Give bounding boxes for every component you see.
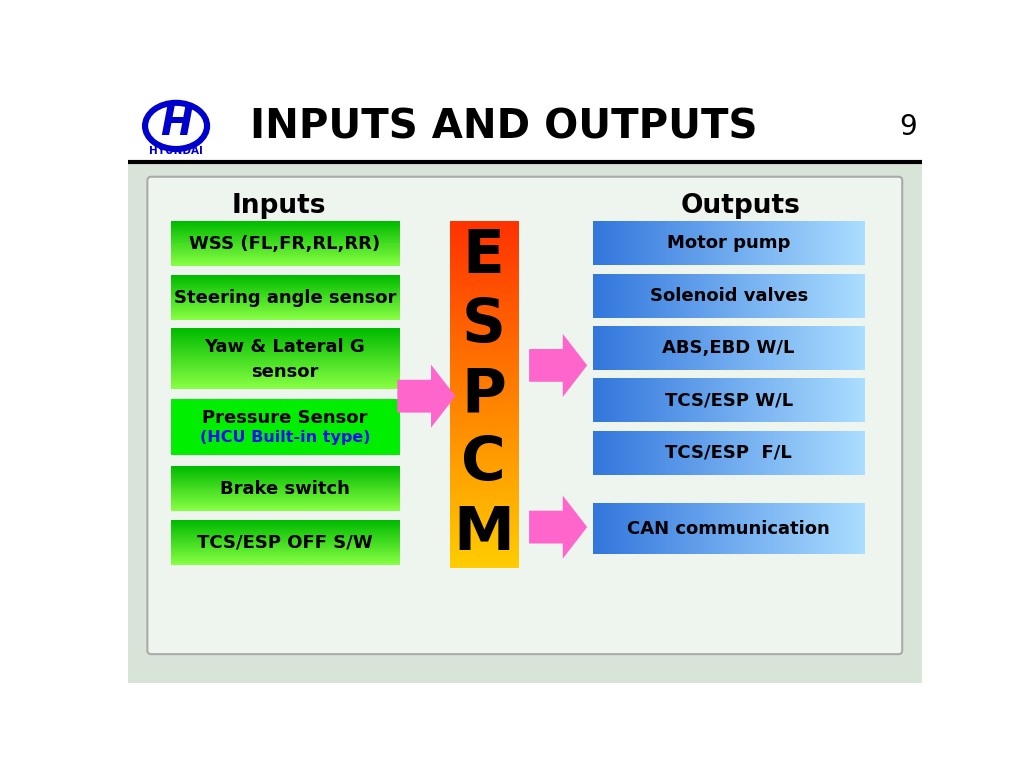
Text: (HCU Built-in type): (HCU Built-in type) [200,430,371,446]
Polygon shape [529,495,587,558]
Text: TCS/ESP W/L: TCS/ESP W/L [665,391,793,410]
Text: H: H [160,105,193,143]
Polygon shape [397,364,456,428]
Text: P: P [461,365,506,424]
Text: INPUTS AND OUTPUTS: INPUTS AND OUTPUTS [251,107,758,147]
FancyBboxPatch shape [147,176,902,654]
Text: Yaw & Lateral G
sensor: Yaw & Lateral G sensor [205,337,366,380]
Text: HYUNDAI: HYUNDAI [150,146,203,156]
Text: Solenoid valves: Solenoid valves [649,287,808,304]
Text: TCS/ESP  F/L: TCS/ESP F/L [666,444,792,462]
Text: C: C [462,434,506,493]
Ellipse shape [148,106,204,146]
Text: Brake switch: Brake switch [220,479,350,498]
Text: S: S [462,296,506,355]
Polygon shape [529,334,587,397]
Ellipse shape [142,100,210,152]
Text: ABS,EBD W/L: ABS,EBD W/L [663,339,795,357]
Bar [128,162,922,683]
Text: Pressure Sensor: Pressure Sensor [203,409,368,426]
Text: TCS/ESP OFF S/W: TCS/ESP OFF S/W [197,534,373,551]
Text: WSS (FL,FR,RL,RR): WSS (FL,FR,RL,RR) [189,235,381,253]
Text: M: M [454,504,514,563]
Text: Outputs: Outputs [680,193,800,219]
Text: Steering angle sensor: Steering angle sensor [174,288,396,307]
Bar [128,92,922,163]
Text: CAN communication: CAN communication [628,520,830,538]
Text: Motor pump: Motor pump [667,235,791,252]
Text: Inputs: Inputs [231,193,327,219]
Text: 9: 9 [899,114,918,141]
Text: E: E [463,226,505,285]
